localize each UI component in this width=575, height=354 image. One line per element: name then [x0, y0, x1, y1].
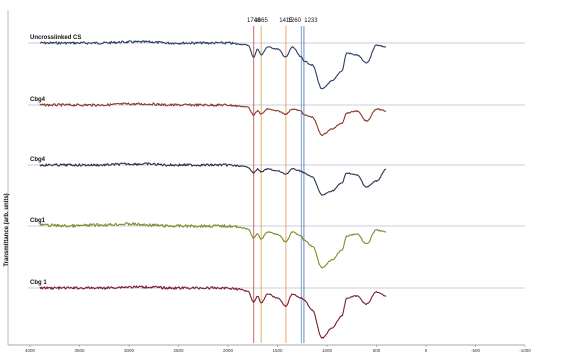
series-label: Uncrosslinked CS [30, 35, 81, 41]
series-label: Cbg4 [30, 157, 46, 163]
series-line [39, 285, 387, 339]
x-tick-label: 2500 [173, 348, 184, 353]
series-line [39, 40, 387, 90]
x-tick-label: -1000 [519, 348, 531, 353]
x-tick-label: 1000 [322, 348, 333, 353]
marker-label: 1665 [254, 18, 268, 24]
x-tick-label: 2000 [223, 348, 234, 353]
x-tick-label: 500 [373, 348, 381, 353]
series-line [39, 162, 387, 196]
x-tick-label: 3000 [124, 348, 135, 353]
series-line [39, 222, 387, 269]
x-tick-label: 3500 [74, 348, 85, 353]
marker-label: 1260 [288, 18, 302, 24]
marker-label: 1233 [304, 18, 318, 24]
marker-label: 1740 [247, 18, 261, 24]
spectra: Uncrosslinked CS Cbg4 Cbg4 Cbg1 Cbg 1 [30, 35, 387, 339]
x-tick-label: 0 [425, 348, 428, 353]
x-tick-label: 4000 [25, 348, 36, 353]
x-tick-label: 1500 [272, 348, 283, 353]
marker-label: 1415 [279, 18, 293, 24]
series-label: Cbg4 [30, 97, 46, 103]
series-label: Cbg1 [30, 218, 46, 224]
series-label: Cbg 1 [30, 280, 47, 286]
series-line [39, 102, 386, 137]
x-tick-labels: 4000 3500 3000 2500 2000 1500 1000 500 0 -500 -100… [25, 345, 531, 353]
x-tick-label: -500 [471, 348, 481, 353]
y-axis-label: Transmittance (arb. units) [4, 193, 10, 266]
